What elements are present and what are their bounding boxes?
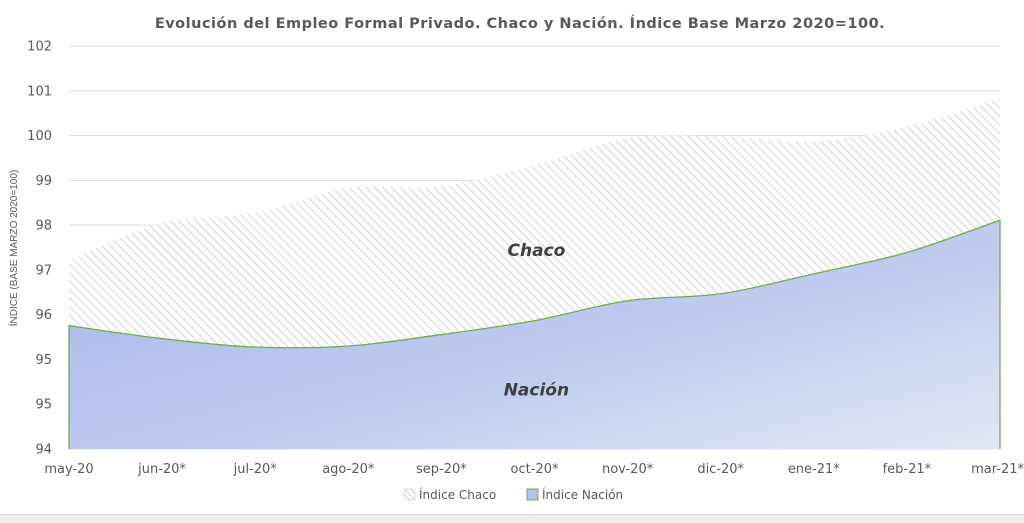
x-tick-label: nov-20* — [602, 462, 654, 477]
series-line-nacion — [68, 219, 1001, 449]
legend: Índice Chaco Índice Nación — [403, 487, 623, 502]
y-axis-label: ÍNDICE (BASE MARZO 2020=100) — [7, 170, 20, 326]
x-tick-label: oct-20* — [511, 462, 559, 477]
y-axis-ticks: 94 95 95 96 97 98 99 100 101 102 — [27, 40, 52, 458]
y-tick-label: 96 — [35, 308, 52, 323]
legend-label-chaco: Índice Chaco — [419, 487, 496, 502]
x-tick-label: feb-21* — [883, 462, 932, 477]
y-tick-label: 95 — [35, 353, 52, 368]
x-tick-label: sep-20* — [416, 462, 467, 477]
y-tick-label: 102 — [27, 40, 52, 55]
y-tick-label: 97 — [35, 263, 52, 278]
x-tick-label: mar-21* — [971, 462, 1024, 477]
legend-swatch-chaco — [403, 488, 416, 501]
area-annotation: Chaco — [507, 241, 565, 261]
y-tick-label: 100 — [27, 129, 52, 144]
x-axis-ticks: may-20 jun-20* jul-20* ago-20* sep-20* oct-20… — [44, 462, 1024, 477]
x-tick-label: ago-20* — [322, 462, 375, 477]
y-tick-label: 94 — [35, 443, 52, 458]
x-tick-label: may-20 — [44, 462, 93, 477]
x-tick-label: dic-20* — [697, 462, 744, 477]
legend-label-nacion: Índice Nación — [542, 487, 623, 502]
x-tick-label: jun-20* — [137, 462, 186, 477]
window-bottom-bar — [0, 514, 1024, 523]
area-annotations: Chaco Nación — [504, 241, 569, 400]
legend-swatch-nacion — [526, 488, 539, 501]
series-area-nacion — [69, 220, 1000, 449]
x-tick-label: jul-20* — [233, 462, 278, 477]
y-tick-label: 101 — [27, 84, 52, 99]
y-tick-label: 95 — [35, 398, 52, 413]
y-tick-label: 98 — [35, 219, 52, 234]
y-tick-label: 99 — [35, 174, 52, 189]
chart-title: Evolución del Empleo Formal Privado. Cha… — [155, 15, 885, 32]
x-tick-label: ene-21* — [788, 462, 840, 477]
area-annotation: Nación — [504, 380, 569, 400]
